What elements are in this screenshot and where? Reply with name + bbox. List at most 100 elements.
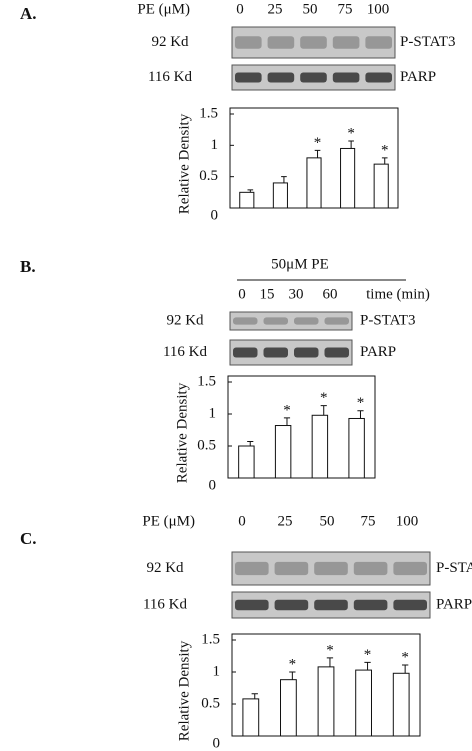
error-bar bbox=[357, 410, 364, 419]
significance: * bbox=[364, 647, 372, 663]
bar bbox=[317, 666, 335, 737]
lane-label: 30 bbox=[289, 286, 304, 302]
blot-band bbox=[263, 347, 288, 358]
bar bbox=[280, 679, 297, 737]
y-tick-label: 0.5 bbox=[201, 695, 220, 711]
blot-band bbox=[393, 561, 427, 576]
blot-size: 92 Kd bbox=[151, 34, 189, 50]
y-tick-label: 0.5 bbox=[199, 168, 218, 184]
blot-band bbox=[233, 347, 258, 358]
blot-size: 116 Kd bbox=[148, 69, 193, 85]
lane-label: 25 bbox=[278, 513, 293, 529]
blot-band bbox=[274, 599, 309, 611]
bar bbox=[306, 157, 322, 209]
lane-label: 0 bbox=[236, 1, 244, 17]
lane-label: 0 bbox=[238, 513, 246, 529]
lane-unit: time (min) bbox=[366, 286, 430, 302]
y-tick-label: 0 bbox=[211, 207, 219, 223]
error-bar bbox=[364, 661, 371, 671]
bar bbox=[239, 191, 255, 209]
significance: * bbox=[381, 142, 389, 158]
blot-band bbox=[324, 347, 349, 358]
lane-label: 0 bbox=[238, 286, 246, 302]
error-bar bbox=[283, 417, 291, 426]
blot-size: 116 Kd bbox=[163, 344, 208, 360]
lane-label: 50 bbox=[303, 1, 318, 17]
error-bar bbox=[326, 657, 334, 667]
error-bar bbox=[247, 189, 254, 193]
blot-protein: PARP bbox=[400, 69, 436, 85]
blot-band bbox=[365, 72, 392, 83]
blot-band bbox=[332, 36, 360, 49]
error-bar bbox=[281, 176, 287, 183]
y-axis-label: Relative Density bbox=[174, 382, 190, 483]
significance: * bbox=[326, 642, 334, 658]
bar bbox=[373, 163, 389, 209]
blot-protein: PARP bbox=[360, 344, 396, 360]
error-bar bbox=[320, 405, 327, 416]
y-axis-label: Relative Density bbox=[176, 113, 192, 214]
y-tick-label: 1 bbox=[211, 137, 219, 153]
panel-label: B. bbox=[20, 257, 36, 276]
blot-size: 116 Kd bbox=[143, 596, 188, 612]
blot-band bbox=[235, 561, 269, 576]
significance: * bbox=[289, 656, 297, 672]
error-bar bbox=[348, 140, 354, 149]
significance: * bbox=[357, 395, 365, 411]
significance: * bbox=[347, 125, 355, 141]
blot-band bbox=[235, 599, 269, 611]
lane-label: 75 bbox=[361, 513, 376, 529]
significance: * bbox=[320, 390, 328, 406]
lane-label: 60 bbox=[323, 286, 338, 302]
blot-band bbox=[353, 561, 388, 576]
y-tick-label: 0 bbox=[209, 477, 217, 493]
panel-label: C. bbox=[20, 529, 37, 548]
blot-band bbox=[294, 347, 319, 358]
error-bar bbox=[289, 671, 296, 680]
lane-label: 100 bbox=[367, 1, 390, 17]
blot-band bbox=[274, 561, 309, 576]
error-bar bbox=[247, 441, 254, 446]
bar bbox=[392, 672, 410, 737]
blot-protein: P-STAT3 bbox=[400, 34, 455, 50]
blot-band bbox=[353, 599, 388, 611]
blot bbox=[229, 311, 353, 331]
error-bar bbox=[381, 157, 388, 165]
blot-band bbox=[235, 72, 262, 83]
error-bar bbox=[314, 149, 321, 158]
blot-band bbox=[314, 599, 348, 611]
blot-band bbox=[294, 317, 319, 325]
y-tick-label: 0 bbox=[213, 735, 221, 751]
blot-band bbox=[300, 72, 327, 83]
blot-band bbox=[300, 36, 327, 49]
lane-label: 50 bbox=[320, 513, 335, 529]
bar bbox=[274, 425, 292, 479]
y-tick-label: 1.5 bbox=[197, 373, 216, 389]
blot-band bbox=[314, 561, 348, 576]
blot-band bbox=[235, 36, 262, 49]
error-bar bbox=[251, 693, 258, 699]
lane-header: PE (μM) bbox=[137, 1, 190, 17]
blot-band bbox=[263, 317, 288, 325]
bar bbox=[311, 414, 329, 479]
blot-protein: P-STAT3 bbox=[436, 560, 472, 576]
significance: * bbox=[283, 402, 291, 418]
bar bbox=[272, 182, 288, 209]
blot-size: 92 Kd bbox=[146, 560, 184, 576]
panel-label: A. bbox=[20, 4, 37, 23]
error-bar bbox=[401, 664, 409, 674]
blot-band bbox=[324, 317, 349, 325]
lane-label: 100 bbox=[396, 513, 419, 529]
bar bbox=[348, 417, 365, 479]
lane-label: 25 bbox=[268, 1, 283, 17]
bar bbox=[340, 147, 356, 209]
blot-size: 92 Kd bbox=[166, 312, 204, 328]
blot-protein: PARP bbox=[436, 596, 472, 612]
y-tick-label: 1.5 bbox=[201, 631, 220, 647]
lane-label: 15 bbox=[260, 286, 275, 302]
blot-band bbox=[267, 72, 295, 83]
blot-protein: P-STAT3 bbox=[360, 312, 415, 328]
y-tick-label: 1.5 bbox=[199, 105, 218, 121]
blot-band bbox=[267, 36, 295, 49]
